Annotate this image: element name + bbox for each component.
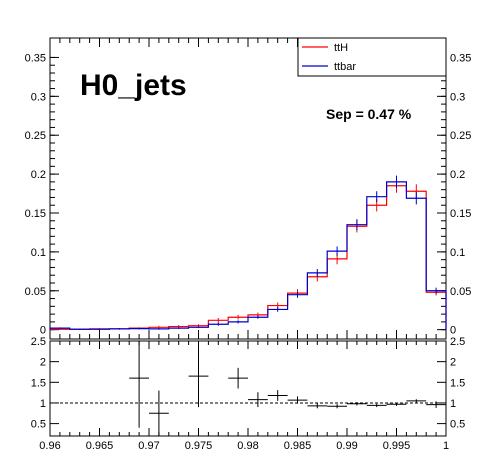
x-tick-label: 0.995	[383, 440, 411, 452]
histogram-panel: 0 0 0.05 0.05 0.1 0.1 0.15 0.15 0.2 0.2 0.25 0.25 0.…	[25, 37, 471, 340]
y-tick-label-right: 0	[450, 325, 456, 337]
ratio-y-tick-label-right: 2	[450, 357, 456, 369]
x-tick-label: 1	[443, 440, 449, 452]
y-tick-label-right: 0.2	[450, 169, 465, 181]
x-tick-label: 0.98	[237, 440, 258, 452]
histogram-line-ttbar	[49, 181, 447, 330]
y-tick-label-left: 0.35	[25, 52, 46, 64]
x-tick-label: 0.99	[336, 440, 357, 452]
y-tick-label-left: 0.15	[25, 208, 46, 220]
legend-entry-ttbar: ttbar	[334, 61, 356, 73]
y-tick-label-right: 0.25	[450, 130, 471, 142]
y-tick-label-right: 0.3	[450, 91, 465, 103]
ratio-y-tick-label-right: 1.5	[450, 377, 465, 389]
x-tick-label: 0.97	[138, 440, 159, 452]
x-tick-label: 0.96	[39, 440, 60, 452]
ratio-y-tick-label-left: 1.5	[31, 377, 46, 389]
y-tick-label-left: 0.05	[25, 286, 46, 298]
ratio-y-tick-label-left: 1	[40, 398, 46, 410]
ratio-y-tick-label-right: 2.5	[450, 336, 465, 348]
ratio-y-tick-label-left: 2.5	[31, 336, 46, 348]
ratio-y-tick-label-right: 0.5	[450, 419, 465, 431]
ratio-axes: 0.5 0.51 11.5 1.52 22.5 2.50.96 0.965 0.97 0.975…	[31, 336, 466, 452]
legend: ttH ttbar	[297, 37, 447, 77]
ratio-points	[129, 341, 446, 436]
ratio-y-tick-label-left: 0.5	[31, 419, 46, 431]
y-tick-label-left: 0.3	[31, 91, 46, 103]
legend-box	[297, 37, 447, 77]
x-tick-label: 0.965	[86, 440, 114, 452]
separation-annotation: Sep = 0.47 %	[326, 106, 412, 122]
ratio-y-tick-label-right: 1	[450, 398, 456, 410]
y-tick-label-left: 0.25	[25, 130, 46, 142]
y-tick-label-left: 0.2	[31, 169, 46, 181]
histogram-series	[49, 175, 447, 330]
y-tick-label-left: 0.1	[31, 247, 46, 259]
chart-title: H0_jets	[80, 69, 187, 102]
y-tick-label-left: 0	[40, 325, 46, 337]
ratio-panel: 0.5 0.51 11.5 1.52 22.5 2.50.96 0.965 0.97 0.975…	[31, 336, 466, 452]
y-tick-label-right: 0.15	[450, 208, 471, 220]
x-tick-label: 0.975	[185, 440, 213, 452]
ratio-y-tick-label-left: 2	[40, 357, 46, 369]
y-tick-label-right: 0.1	[450, 247, 465, 259]
legend-entry-tth: ttH	[334, 42, 348, 54]
y-tick-label-right: 0.05	[450, 286, 471, 298]
y-tick-label-right: 0.35	[450, 52, 471, 64]
x-tick-label: 0.985	[284, 440, 312, 452]
